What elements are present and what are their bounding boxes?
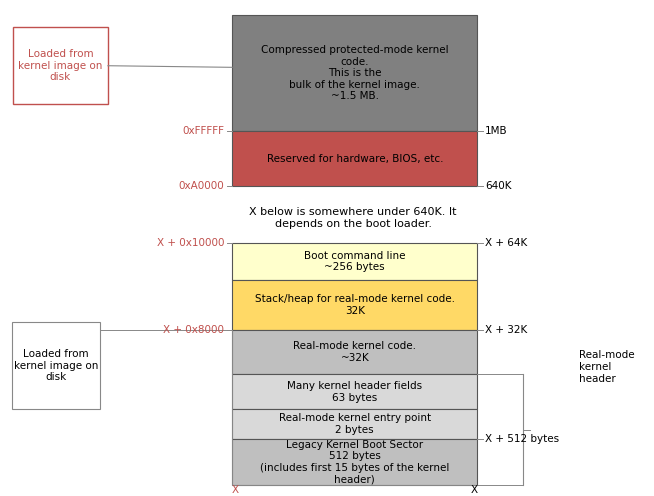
Text: X + 64K: X + 64K <box>485 238 528 248</box>
Text: Real-mode
kernel
header: Real-mode kernel header <box>579 351 634 383</box>
Text: X + 32K: X + 32K <box>485 325 528 335</box>
Text: X + 0x8000: X + 0x8000 <box>164 325 224 335</box>
Text: X below is somewhere under 640K. It
depends on the boot loader.: X below is somewhere under 640K. It depe… <box>249 207 457 229</box>
Bar <box>232 374 477 409</box>
Bar <box>232 15 477 131</box>
Text: Boot command line
~256 bytes: Boot command line ~256 bytes <box>304 251 405 272</box>
Text: Stack/heap for real-mode kernel code.
32K: Stack/heap for real-mode kernel code. 32… <box>255 294 455 316</box>
Text: 640K: 640K <box>485 181 512 191</box>
Bar <box>13 27 108 104</box>
Text: Compressed protected-mode kernel
code.
This is the
bulk of the kernel image.
~1.: Compressed protected-mode kernel code. T… <box>261 45 449 101</box>
Text: 0xFFFFF: 0xFFFFF <box>182 126 224 136</box>
Text: X + 512 bytes: X + 512 bytes <box>485 434 559 444</box>
Text: X: X <box>232 485 239 495</box>
Text: 0xA0000: 0xA0000 <box>179 181 224 191</box>
Bar <box>232 330 477 374</box>
Bar <box>232 280 477 330</box>
Text: Legacy Kernel Boot Sector
512 bytes
(includes first 15 bytes of the kernel
heade: Legacy Kernel Boot Sector 512 bytes (inc… <box>260 439 449 485</box>
Text: Loaded from
kernel image on
disk: Loaded from kernel image on disk <box>14 349 98 382</box>
Text: Real-mode kernel entry point
2 bytes: Real-mode kernel entry point 2 bytes <box>279 413 431 435</box>
Text: X: X <box>471 485 477 495</box>
Text: X + 0x10000: X + 0x10000 <box>157 238 224 248</box>
Text: Loaded from
kernel image on
disk: Loaded from kernel image on disk <box>18 49 103 82</box>
Text: 1MB: 1MB <box>485 126 508 136</box>
Bar <box>232 439 477 485</box>
Bar <box>232 131 477 186</box>
Text: Many kernel header fields
63 bytes: Many kernel header fields 63 bytes <box>287 381 422 403</box>
Text: Real-mode kernel code.
~32K: Real-mode kernel code. ~32K <box>293 341 417 363</box>
Bar <box>12 322 100 409</box>
Text: Reserved for hardware, BIOS, etc.: Reserved for hardware, BIOS, etc. <box>267 154 443 164</box>
Bar <box>232 409 477 439</box>
Bar <box>232 243 477 280</box>
